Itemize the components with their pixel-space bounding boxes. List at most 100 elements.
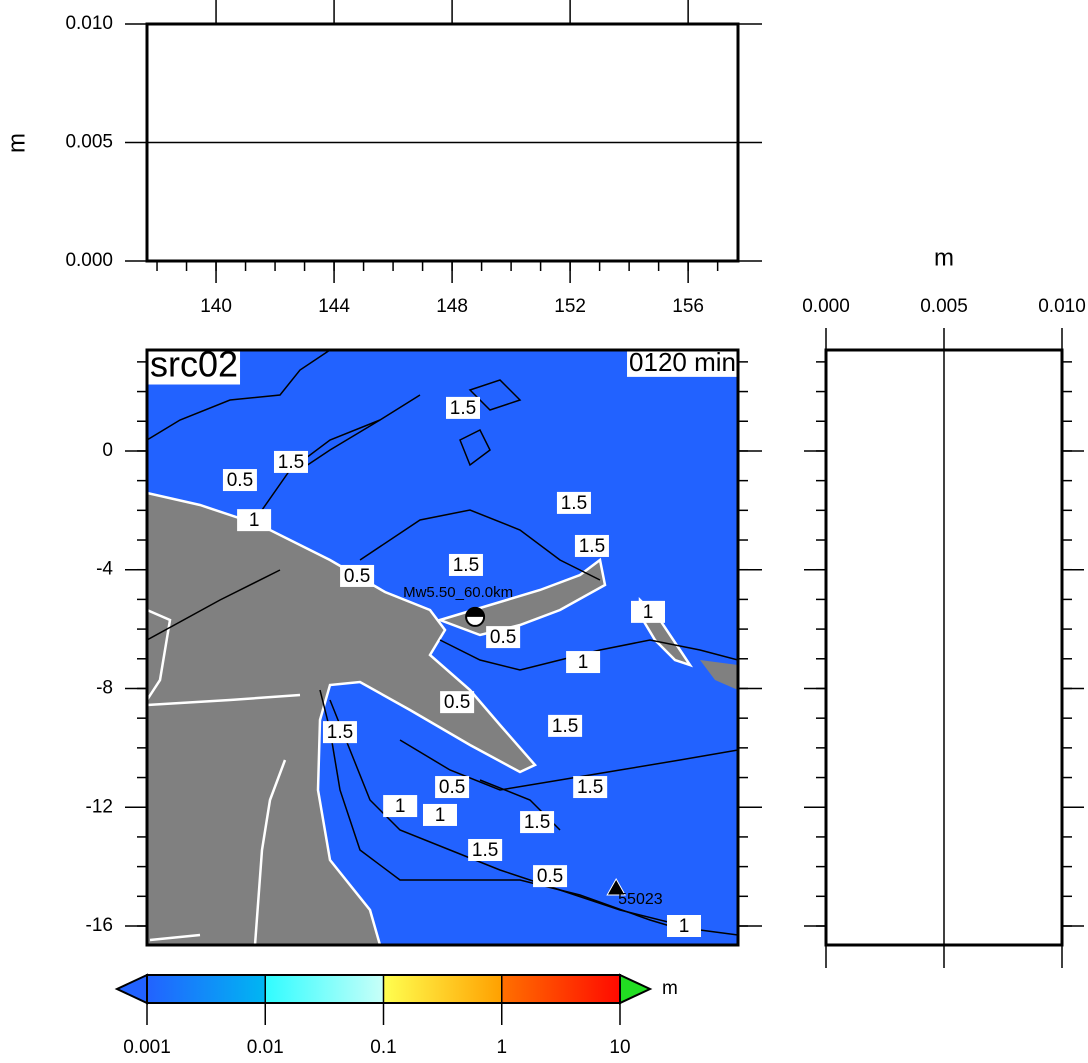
coastline <box>147 608 301 945</box>
contour-label-box <box>340 564 375 587</box>
contour-label-box <box>422 803 457 826</box>
contour-label: 1.5 <box>520 811 555 834</box>
contour-label: 0.5 <box>533 865 568 888</box>
y-tick-label: -16 <box>86 915 113 936</box>
colorbar-tick-label: 0.1 <box>370 1037 396 1058</box>
contour-label-box <box>222 469 257 492</box>
label-box <box>627 346 738 377</box>
x-tick-label: 156 <box>672 296 704 317</box>
contour-label-text: 1 <box>578 652 589 673</box>
x-tick-label: 0.010 <box>1038 296 1086 317</box>
x-tick-label: 0.005 <box>920 296 968 317</box>
contour-label-box <box>667 914 702 937</box>
map-background <box>147 350 738 945</box>
y-tick-label: -12 <box>86 796 113 817</box>
x-tick-label: 0.000 <box>802 296 850 317</box>
colorbar-segment <box>383 975 502 1003</box>
x-axis-label: m <box>934 244 954 271</box>
contour-label-text: 1 <box>679 916 690 937</box>
contour-label: 1.5 <box>548 714 583 737</box>
epicenter-label: Mw5.50_60.0km <box>403 584 513 601</box>
contour-label-text: 1.5 <box>561 493 587 514</box>
contour-label-box <box>448 553 483 576</box>
contour-label-box <box>322 721 357 744</box>
contour-label-text: 1.5 <box>453 555 479 576</box>
contour-label-box <box>566 651 601 674</box>
panel-frame <box>145 22 740 263</box>
contour-label: 1.5 <box>322 721 357 744</box>
panel-frame <box>824 348 1064 947</box>
contour-label-box <box>486 626 521 649</box>
contour-label-text: 1 <box>249 510 260 531</box>
land <box>147 493 535 945</box>
colorbar-tick-label: 0.001 <box>123 1037 171 1058</box>
contour-label-text: 0.5 <box>444 692 470 713</box>
x-tick-label: 152 <box>554 296 586 317</box>
contour-label-box <box>237 509 272 532</box>
contour-label-text: 0.5 <box>344 566 370 587</box>
contour-label: 0.5 <box>222 469 257 492</box>
contour-label: 1.5 <box>468 838 503 861</box>
contour-label-box <box>556 491 591 514</box>
y-tick-label: 0.010 <box>65 13 113 34</box>
contour-label: 1.5 <box>556 491 591 514</box>
contour-label: 1 <box>422 803 457 826</box>
epicenter-quadrant <box>466 607 485 617</box>
y-tick-label: 0.005 <box>65 132 113 153</box>
contour-label: 0.5 <box>340 564 375 587</box>
contour-label: 1.5 <box>574 534 609 557</box>
contour-label-text: 0.5 <box>490 627 516 648</box>
contour-label-text: 1.5 <box>472 840 498 861</box>
colorbar-segment <box>265 975 384 1003</box>
contour-label: 1.5 <box>573 776 608 799</box>
contour-label: 1.5 <box>446 396 481 419</box>
contour-label-text: 1.5 <box>552 716 578 737</box>
panel-frame <box>145 348 740 947</box>
contour-label: 1 <box>566 651 601 674</box>
contour-label-box <box>440 691 475 714</box>
contour-label-text: 1.5 <box>579 536 605 557</box>
contour-label-box <box>631 600 666 623</box>
contour-label-box <box>533 865 568 888</box>
contour-label: 1 <box>631 600 666 623</box>
x-tick-label: 144 <box>318 296 350 317</box>
colorbar-tick-label: 10 <box>609 1037 630 1058</box>
x-tick-label: 140 <box>200 296 232 317</box>
contour-label-box <box>574 534 609 557</box>
contour-label-box <box>573 776 608 799</box>
contour-label-text: 0.5 <box>439 777 465 798</box>
contour-label: 1.5 <box>273 450 308 473</box>
contour-label: 0.5 <box>435 776 470 799</box>
colorbar-segment <box>147 975 266 1003</box>
contour-label: 1 <box>383 795 418 818</box>
map-title: src02 <box>150 344 238 385</box>
contour-label-box <box>446 396 481 419</box>
x-tick-label: 148 <box>436 296 468 317</box>
contour-label: 0.5 <box>440 691 475 714</box>
contour-label: 1 <box>667 914 702 937</box>
contour-label-text: 1 <box>643 602 654 623</box>
contour-label-box <box>520 811 555 834</box>
contour-label-text: 1 <box>395 796 406 817</box>
colorbar-under <box>114 973 148 1005</box>
contour-label-text: 1.5 <box>278 452 304 473</box>
y-tick-label: 0.000 <box>65 250 113 271</box>
contour-label: 0.5 <box>486 626 521 649</box>
contour-label-text: 1.5 <box>327 722 353 743</box>
contour-label-text: 0.5 <box>537 866 563 887</box>
colorbar-tick-label: 1 <box>496 1037 507 1058</box>
contour-label-text: 0.5 <box>227 470 253 491</box>
contour-label-text: 1 <box>435 805 446 826</box>
y-tick-label: 0 <box>102 440 113 461</box>
time-annotation: 0120 min <box>629 347 736 377</box>
contour-label-box <box>435 776 470 799</box>
station-label: 55023 <box>618 891 663 908</box>
contour-label-text: 1.5 <box>524 812 550 833</box>
contour-label-text: 1.5 <box>577 777 603 798</box>
contour-label-box <box>383 795 418 818</box>
station <box>606 877 626 896</box>
y-tick-label: -4 <box>96 559 113 580</box>
y-tick-label: -8 <box>96 677 113 698</box>
colorbar-tick-label: 0.01 <box>247 1037 284 1058</box>
